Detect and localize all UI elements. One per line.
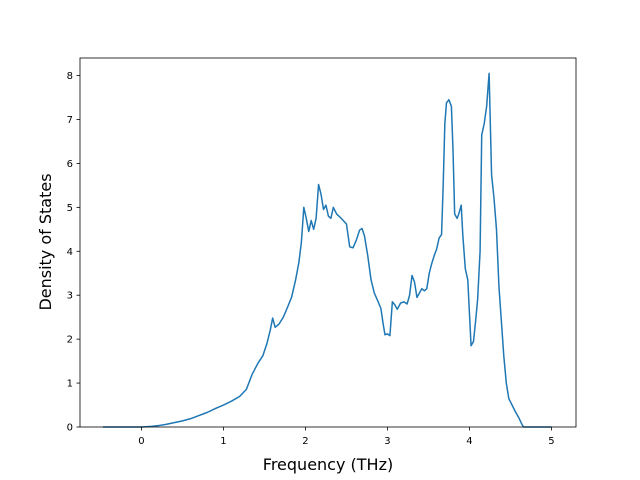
series-line-0 (102, 72, 552, 428)
y-tick-label: 4 (67, 247, 73, 258)
y-axis-label: Density of States (36, 173, 55, 310)
y-tick-label: 3 (67, 291, 73, 302)
x-tick-label: 4 (466, 436, 472, 447)
y-tick-label: 8 (67, 71, 73, 82)
x-axis-label: Frequency (THz) (263, 455, 393, 474)
y-tick-label: 0 (67, 423, 73, 434)
x-tick-label: 2 (302, 436, 308, 447)
x-tick-label: 1 (220, 436, 226, 447)
y-tick-label: 5 (67, 203, 73, 214)
y-tick-label: 7 (67, 115, 73, 126)
y-tick-label: 2 (67, 335, 73, 346)
y-tick-label: 6 (67, 159, 73, 170)
plot-area (79, 57, 577, 428)
x-tick-label: 5 (548, 436, 554, 447)
x-tick-label: 3 (384, 436, 390, 447)
axis-ticks: 0 1 2 3 4 5 0 1 2 3 4 5 6 7 8 (67, 71, 555, 447)
x-tick-label: 0 (138, 436, 144, 447)
axes-frame (79, 57, 577, 428)
y-tick-label: 1 (67, 379, 73, 390)
